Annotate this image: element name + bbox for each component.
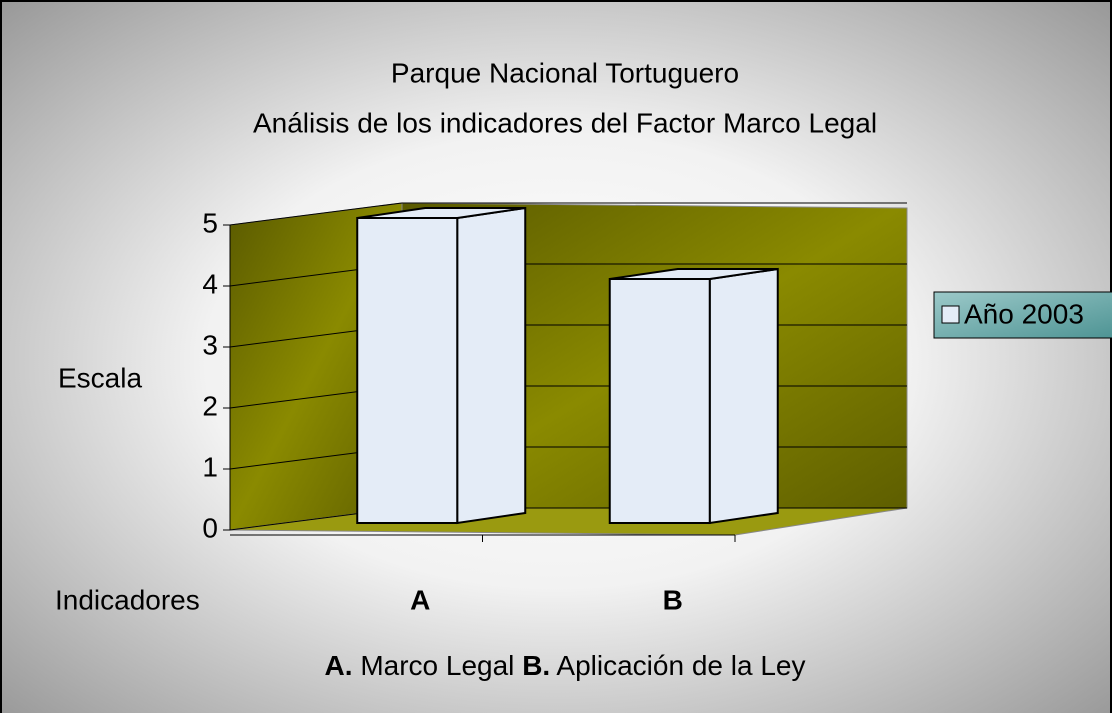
footnote-text: Marco Legal: [360, 650, 514, 681]
legend-box: [933, 291, 1112, 339]
y-tick-label: 4: [202, 268, 218, 299]
bar-side: [708, 267, 779, 525]
chart-title: Parque Nacional Tortuguero: [391, 57, 739, 88]
y-tick-label: 1: [202, 451, 218, 482]
x-axis-label: Indicadores: [55, 584, 200, 615]
y-tick-label: 5: [202, 207, 218, 238]
bar-side: [456, 206, 527, 525]
legend: Año 2003: [933, 291, 1112, 339]
chart-subtitle: Análisis de los indicadores del Factor M…: [253, 107, 877, 138]
bar-front: [608, 278, 711, 524]
bar-front: [356, 217, 459, 524]
legend-swatch: [941, 305, 960, 324]
bar: [356, 206, 527, 525]
y-tick-label: 2: [202, 390, 218, 421]
footnote: A. Marco Legal B. Aplicación de la Ley: [325, 650, 806, 681]
footnote-text: Aplicación de la Ley: [556, 650, 805, 681]
legend-label: Año 2003: [964, 298, 1084, 329]
bar: [608, 267, 779, 525]
footnote-key: B.: [522, 650, 550, 681]
y-tick-label: 3: [202, 329, 218, 360]
plot: 0 1 2 3 4 5 A B Año 2003: [202, 202, 1112, 615]
x-tick-label: B: [663, 584, 683, 615]
y-axis-label: Escala: [58, 362, 142, 393]
grid-line: [229, 202, 907, 226]
footnote-key: A.: [325, 650, 353, 681]
x-tick-label: A: [410, 584, 430, 615]
y-tick-label: 0: [202, 512, 218, 543]
